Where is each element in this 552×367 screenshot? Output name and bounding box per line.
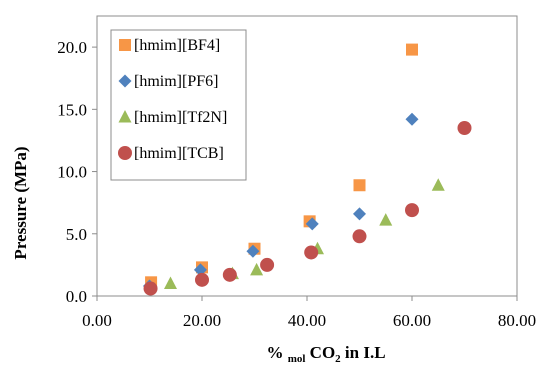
y-axis-title: Pressure (MPa) [11, 146, 30, 259]
legend-item: [hmim][TCB] [118, 145, 224, 162]
data-point [405, 112, 419, 126]
x-tick-label: 0.00 [82, 311, 112, 330]
y-tick-label: 5.0 [66, 225, 87, 244]
legend-label: [hmim][BF4] [134, 37, 220, 54]
data-point [406, 43, 418, 56]
y-tick-label: 20.0 [57, 38, 87, 57]
data-point [305, 217, 319, 231]
legend-marker [119, 39, 131, 51]
legend-box [110, 29, 247, 181]
y-tick-label: 15.0 [57, 100, 87, 119]
data-point [379, 213, 393, 226]
data-point [353, 207, 366, 221]
legend-label: [hmim][PF6] [134, 73, 218, 90]
legend-item: [hmim][BF4] [119, 37, 220, 54]
data-point [304, 245, 319, 260]
x-tick-label: 20.00 [183, 311, 221, 330]
series-3 [143, 121, 472, 296]
x-tick-label: 60.00 [393, 311, 431, 330]
y-tick-label: 10.0 [57, 163, 87, 182]
legend-label: [hmim][TCB] [134, 145, 224, 162]
data-point [222, 267, 237, 282]
data-point [260, 257, 275, 272]
legend-marker [118, 110, 132, 123]
legend-marker [118, 146, 132, 160]
data-point [250, 262, 264, 276]
data-point [246, 244, 260, 258]
data-point [457, 121, 472, 135]
data-point [405, 203, 419, 218]
legend-item: [hmim][PF6] [118, 73, 218, 90]
data-point [164, 276, 177, 290]
x-axis-ticks: 0.00 20.00 40.00 60.00 80.00 [82, 296, 536, 330]
legend-marker [118, 74, 132, 88]
legend-label: [hmim][Tf2N] [134, 109, 227, 126]
y-axis-ticks: 0.0 5.0 10.0 15.0 20.0 [57, 38, 97, 306]
data-point [143, 281, 158, 296]
data-points [143, 43, 472, 296]
legend-item: [hmim][Tf2N] [118, 109, 227, 126]
data-point [195, 272, 209, 287]
data-point [352, 229, 367, 244]
x-axis-title: % mol CO2 in I.L [266, 343, 385, 365]
y-tick-label: 0.0 [66, 287, 87, 306]
legend: [hmim][BF4] [hmim][PF6] [hmim][Tf2N] [hmim]… [110, 29, 247, 181]
data-point [431, 178, 445, 191]
data-point [353, 179, 366, 192]
x-tick-label: 80.00 [498, 311, 536, 330]
x-tick-label: 40.00 [288, 311, 326, 330]
